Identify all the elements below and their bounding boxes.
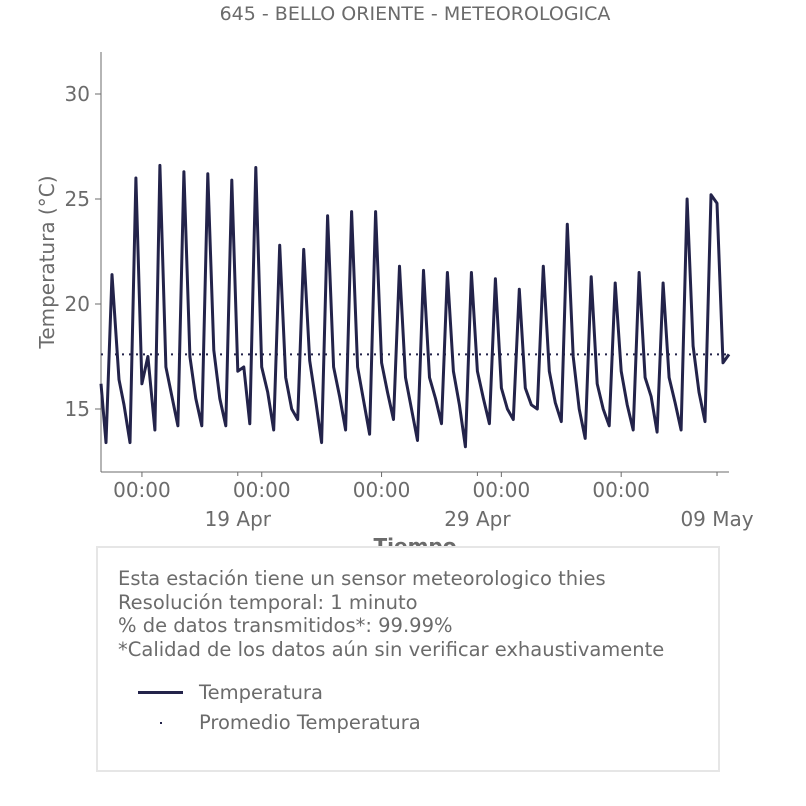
y-ticks: 15 20 25 30 [65, 82, 101, 421]
y-axis-label: Temperatura (°C) [35, 175, 59, 349]
x-tick-label: 00:00 [113, 478, 171, 502]
info-text: Esta estación tiene un sensor meteorolog… [118, 567, 664, 661]
legend-line-swatch [138, 691, 183, 694]
y-tick-label: 15 [65, 397, 90, 421]
info-line-quality: *Calidad de los datos aún sin verificar … [118, 637, 665, 661]
x-tick-label: 00:00 [233, 478, 291, 502]
y-tick-label: 30 [65, 82, 90, 106]
x-tick-label: 00:00 [592, 478, 650, 502]
legend-label-promedio: Promedio Temperatura [199, 711, 421, 734]
series-line-temperatura [99, 163, 731, 449]
legend-item-promedio: Promedio Temperatura [138, 711, 421, 734]
legend-dot-swatch [159, 721, 162, 724]
series-layer [99, 163, 731, 449]
info-line-transmitted: % de datos transmitidos*: 99.99% [118, 614, 453, 637]
x-date-label: 29 Apr [444, 507, 511, 531]
x-ticks: 00:00 00:00 00:00 00:00 00:00 19 Apr 29 Apr 09 … [113, 472, 754, 531]
x-date-label: 19 Apr [205, 507, 272, 531]
info-line-resolution: Resolución temporal: 1 minuto [118, 590, 418, 614]
y-tick-label: 25 [65, 187, 90, 211]
info-box: Esta estación tiene un sensor meteorolog… [96, 546, 720, 772]
chart-title: 645 - BELLO ORIENTE - METEOROLOGICA [219, 3, 611, 25]
legend-item-temperatura: Temperatura [138, 681, 323, 704]
info-line-sensor: Esta estación tiene un sensor meteorolog… [118, 567, 606, 590]
legend-label-temperatura: Temperatura [199, 681, 323, 704]
temperature-chart: 15 20 25 30 00:00 00:00 00:00 00:00 00:00 19 Apr… [35, 52, 754, 558]
x-tick-label: 00:00 [353, 478, 411, 502]
y-tick-label: 20 [65, 292, 90, 316]
x-tick-label: 00:00 [473, 478, 531, 502]
x-date-label: 09 May [680, 507, 753, 531]
